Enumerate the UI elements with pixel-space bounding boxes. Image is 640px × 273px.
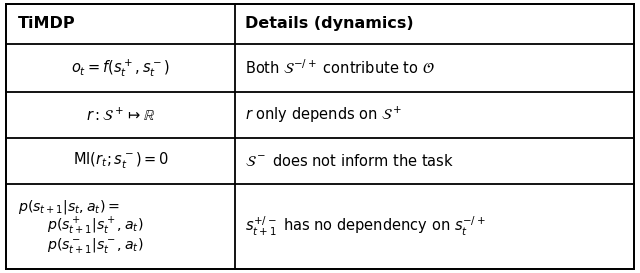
Text: $p(s_{t+1}|s_t, a_t) =$: $p(s_{t+1}|s_t, a_t) =$ (18, 198, 120, 216)
Text: $r : \mathcal{S}^+ \mapsto \mathbb{R}$: $r : \mathcal{S}^+ \mapsto \mathbb{R}$ (86, 106, 156, 124)
Text: $\mathcal{S}^-$ does not inform the task: $\mathcal{S}^-$ does not inform the task (245, 153, 454, 169)
Text: $o_t = f(s_t^+, s_t^-)$: $o_t = f(s_t^+, s_t^-)$ (72, 57, 170, 79)
Text: $\mathrm{MI}(r_t; s_t^-) = 0$: $\mathrm{MI}(r_t; s_t^-) = 0$ (73, 150, 169, 171)
Text: $s_{t+1}^{+/-}$ has no dependency on $s_t^{-/+}$: $s_{t+1}^{+/-}$ has no dependency on $s_… (245, 215, 486, 238)
Text: Details (dynamics): Details (dynamics) (245, 16, 413, 31)
Text: $p(s_{t+1}^+|s_t^+, a_t)$: $p(s_{t+1}^+|s_t^+, a_t)$ (47, 216, 143, 237)
Text: Both $\mathcal{S}^{-/+}$ contribute to $\mathcal{O}$: Both $\mathcal{S}^{-/+}$ contribute to $… (245, 59, 435, 78)
Text: $p(s_{t+1}^-|s_t^-, a_t)$: $p(s_{t+1}^-|s_t^-, a_t)$ (47, 236, 143, 256)
Text: $r$ only depends on $\mathcal{S}^+$: $r$ only depends on $\mathcal{S}^+$ (245, 105, 403, 125)
Text: TiMDP: TiMDP (18, 16, 76, 31)
